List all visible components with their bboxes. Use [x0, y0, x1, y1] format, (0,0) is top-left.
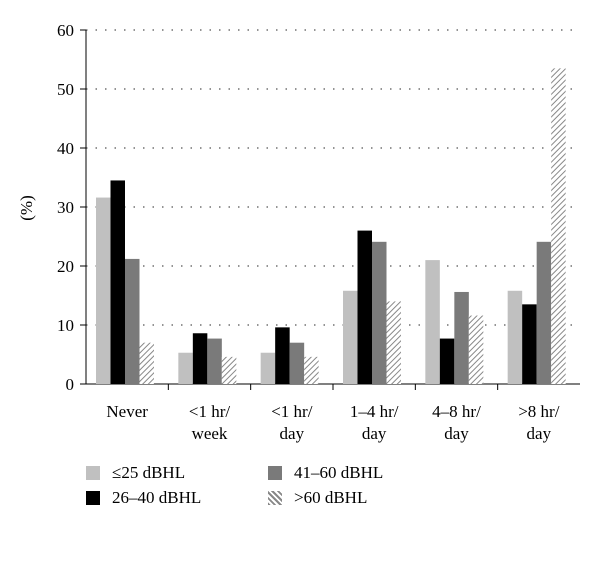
bar [357, 230, 372, 384]
bar [551, 68, 566, 384]
bar [304, 356, 319, 384]
y-tick-label: 40 [57, 139, 74, 158]
bar [372, 241, 387, 384]
bar [260, 352, 276, 384]
bar [439, 338, 455, 384]
legend-label: >60 dBHL [294, 488, 368, 507]
bar [386, 301, 401, 384]
x-tick-label: 4–8 hr/day [432, 402, 481, 443]
bar [207, 338, 222, 384]
bar [192, 333, 208, 384]
y-tick-label: 0 [66, 375, 75, 394]
y-tick-label: 10 [57, 316, 74, 335]
bar [110, 180, 125, 384]
bar [425, 260, 440, 384]
x-tick-labels: Never <1 hr/week <1 hr/day 1–4 hr/day 4–8 hr… [106, 402, 559, 443]
legend-swatch [86, 466, 100, 480]
legend-item: 41–60 dBHL [268, 462, 383, 484]
grid-lines [86, 29, 580, 326]
legend-swatch [268, 466, 282, 480]
bar [507, 290, 523, 384]
legend-item: 26–40 dBHL [86, 487, 201, 509]
x-tick-label: >8 hr/day [518, 402, 559, 443]
legend: ≤25 dBHL 41–60 dBHL 26–40 dBHL >60 dBHL [86, 462, 486, 522]
bar [343, 290, 358, 384]
legend-item: ≤25 dBHL [86, 462, 185, 484]
legend-item: >60 dBHL [268, 487, 367, 509]
bar [178, 352, 193, 384]
bar [275, 327, 290, 384]
x-tick-label: 1–4 hr/day [350, 402, 399, 443]
bar [536, 241, 552, 384]
bar [139, 342, 154, 384]
bar [522, 304, 537, 384]
y-axis-label: (%) [17, 195, 36, 220]
legend-swatch [268, 491, 282, 505]
y-tick-label: 50 [57, 80, 74, 99]
bar [221, 356, 237, 384]
legend-label: 26–40 dBHL [112, 488, 202, 507]
bar-chart: 0 10 20 30 40 50 60 Never <1 hr/week <1 hr/day 1–… [17, 21, 580, 443]
legend-swatch [86, 491, 100, 505]
bar [96, 197, 111, 384]
axes [80, 29, 580, 390]
legend-label: ≤25 dBHL [112, 463, 186, 482]
bar [289, 342, 305, 384]
x-tick-label: <1 hr/week [189, 402, 230, 443]
bar [468, 315, 484, 384]
x-tick-label: Never [106, 402, 148, 421]
y-tick-labels: 0 10 20 30 40 50 60 [57, 21, 74, 394]
y-tick-label: 20 [57, 257, 74, 276]
y-tick-label: 60 [57, 21, 74, 40]
bar [454, 291, 469, 384]
bar [125, 258, 140, 384]
legend-label: 41–60 dBHL [294, 463, 384, 482]
y-tick-label: 30 [57, 198, 74, 217]
x-tick-label: <1 hr/day [271, 402, 312, 443]
bars [96, 68, 566, 384]
